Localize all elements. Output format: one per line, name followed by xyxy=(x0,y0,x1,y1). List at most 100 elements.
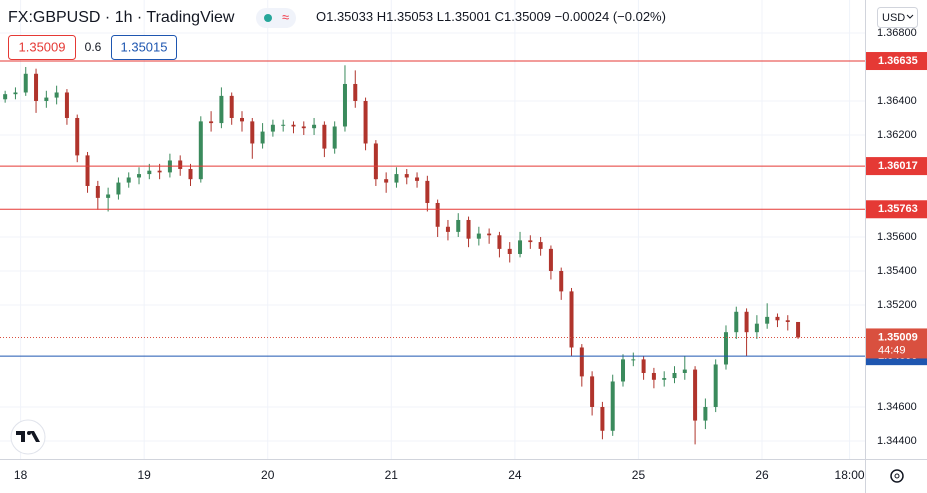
candle-body xyxy=(610,381,615,431)
candle-body xyxy=(641,359,646,373)
source: TradingView xyxy=(146,9,234,26)
candle-body xyxy=(342,83,347,127)
candle-body xyxy=(239,117,244,122)
candle-body xyxy=(548,248,553,271)
y-tick-label: 1.34400 xyxy=(877,435,917,447)
ohlc-high: H1.35053 xyxy=(377,9,433,24)
candle-body xyxy=(456,219,461,232)
y-tick-label: 1.36800 xyxy=(877,27,917,39)
status-badge[interactable] xyxy=(256,8,296,28)
candle-body xyxy=(312,124,317,129)
candle-body xyxy=(559,270,564,292)
candle-body xyxy=(85,155,90,186)
candle-body xyxy=(785,320,790,322)
candle-body xyxy=(796,321,801,338)
ohlc-low: L1.35001 xyxy=(437,9,491,24)
candle-body xyxy=(734,311,739,333)
candle-body xyxy=(353,83,358,101)
x-tick-label: 25 xyxy=(632,468,646,482)
candle-body xyxy=(723,332,728,365)
settings-button[interactable] xyxy=(890,469,904,483)
wave-icon: ≈ xyxy=(282,9,289,24)
candle-body xyxy=(373,143,378,180)
level-label-box xyxy=(866,200,927,219)
ohlc-change: −0.00024 (−0.02%) xyxy=(555,9,666,24)
y-tick-label: 1.36400 xyxy=(877,95,917,107)
candle-body xyxy=(209,121,214,124)
separator: · xyxy=(132,9,146,26)
candle-body xyxy=(23,73,28,93)
candle-body xyxy=(744,311,749,333)
x-tick-label: 26 xyxy=(755,468,769,482)
x-tick-label: 18:00 xyxy=(835,468,865,482)
candle-body xyxy=(569,291,574,348)
candle-body xyxy=(137,174,142,178)
sell-button[interactable] xyxy=(8,35,76,60)
candle-body xyxy=(600,406,605,431)
candle-body xyxy=(672,372,677,379)
candle-body xyxy=(250,121,255,144)
candle-body xyxy=(445,226,450,232)
candle-body xyxy=(291,124,296,127)
candle-body xyxy=(754,323,759,333)
last-price-box xyxy=(866,328,927,359)
candle-body xyxy=(713,364,718,407)
candle-body xyxy=(775,316,780,321)
candle-body xyxy=(662,378,667,380)
currency-button[interactable] xyxy=(877,7,918,28)
candle-body xyxy=(621,359,626,382)
candle-body xyxy=(229,95,234,118)
candle-body xyxy=(590,376,595,407)
candle-body xyxy=(13,92,18,95)
candle-body xyxy=(106,194,111,198)
tv-logo xyxy=(10,419,46,455)
level-label: 1.36017 xyxy=(878,160,918,172)
candle-body xyxy=(466,219,471,239)
candle-body xyxy=(631,359,636,361)
candle-body xyxy=(528,240,533,243)
candle-body xyxy=(384,179,389,183)
symbol: FX:GBPUSD xyxy=(8,9,100,26)
candle-body xyxy=(322,124,327,149)
candle-body xyxy=(54,92,59,98)
candle-body xyxy=(188,168,193,180)
candle-body xyxy=(34,73,39,101)
candle-body xyxy=(3,94,8,100)
candle-body xyxy=(487,233,492,236)
candle-body xyxy=(116,182,121,195)
candle-body xyxy=(693,369,698,421)
market-open-dot xyxy=(264,14,272,22)
candle-body xyxy=(579,347,584,377)
ohlc-values: O1.35033 H1.35053 L1.35001 C1.35009 −0.0… xyxy=(316,9,666,24)
y-tick-label: 1.35400 xyxy=(877,265,917,277)
candle-body xyxy=(219,95,224,124)
ohlc-close: C1.35009 xyxy=(495,9,551,24)
candle-body xyxy=(682,369,687,373)
dropdown-arrow xyxy=(906,14,914,19)
candle-body xyxy=(301,126,306,129)
candle-body xyxy=(126,177,131,183)
level-label-box xyxy=(866,52,927,71)
buy-button[interactable] xyxy=(111,35,177,60)
candle-body xyxy=(147,170,152,175)
interval: 1h xyxy=(115,9,133,26)
candle-body xyxy=(363,100,368,144)
candle-body xyxy=(435,202,440,227)
separator: · xyxy=(100,9,114,26)
candle-body xyxy=(157,170,162,173)
x-tick-label: 20 xyxy=(261,468,275,482)
candle-body xyxy=(281,124,286,126)
candle-body xyxy=(394,174,399,183)
candle-body xyxy=(260,131,265,144)
candle-body xyxy=(270,124,275,132)
candle-body xyxy=(703,406,708,421)
candle-body xyxy=(497,235,502,249)
candle-body xyxy=(651,372,656,380)
candle-body xyxy=(64,92,69,118)
ohlc-open: O1.35033 xyxy=(316,9,373,24)
level-label-box xyxy=(866,157,927,176)
candle-body xyxy=(404,174,409,178)
candle-body xyxy=(518,240,523,254)
